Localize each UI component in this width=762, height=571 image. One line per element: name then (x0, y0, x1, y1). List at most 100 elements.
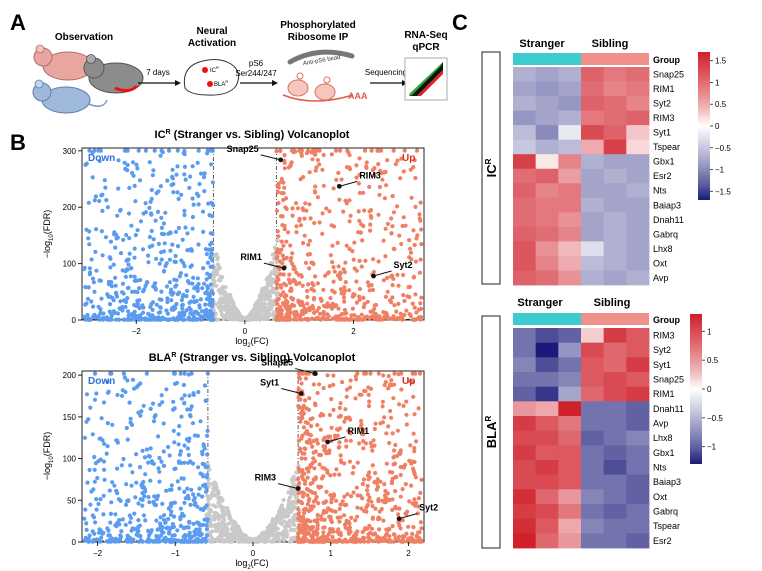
volcano-point (384, 311, 389, 316)
volcano-point (273, 519, 278, 525)
volcano-point (326, 270, 331, 275)
volcano-point (305, 294, 310, 300)
volcano-point (297, 530, 302, 536)
volcano-point (359, 264, 364, 269)
volcano-point (93, 461, 98, 466)
volcano-point (121, 237, 126, 242)
volcano-point (414, 316, 419, 322)
volcano-point (334, 177, 339, 182)
volcano-point (327, 209, 332, 214)
volcano-point (352, 292, 357, 297)
volcano-point (261, 295, 266, 300)
volcano-label-leader (263, 262, 285, 269)
heatmap-cell (513, 342, 537, 358)
volcano-point (337, 532, 342, 537)
volcano-point (340, 317, 345, 322)
volcano-point (184, 294, 189, 299)
volcano-point (92, 371, 98, 376)
volcano-point (217, 513, 222, 519)
volcano-label-leader (398, 513, 418, 520)
volcano-point (92, 397, 98, 402)
volcano-point (351, 535, 357, 540)
volcano-point (190, 214, 195, 220)
volcano-point (97, 158, 102, 164)
volcano-point (213, 302, 219, 307)
heatmap-cell (535, 474, 559, 490)
volcano-point (417, 212, 422, 217)
volcano-point (357, 294, 362, 299)
volcano-point (391, 455, 396, 460)
volcano-point (159, 297, 164, 302)
volcano-point (205, 260, 211, 265)
volcano-point (238, 528, 243, 533)
volcano-point (353, 538, 358, 544)
volcano-point (196, 242, 201, 247)
volcano-point (169, 317, 174, 322)
volcano-point (321, 474, 326, 479)
volcano-point (274, 279, 279, 285)
volcano-point (414, 236, 419, 241)
heatmap-cell (513, 533, 537, 549)
volcano-point (197, 181, 202, 187)
volcano-point (354, 279, 359, 284)
volcano-point (92, 148, 97, 153)
volcano-point (369, 526, 375, 531)
volcano-point (354, 485, 359, 490)
volcano-point (289, 148, 295, 153)
volcano-point (390, 224, 395, 229)
volcano-point (197, 486, 202, 491)
heatmap-cell (535, 96, 559, 111)
volcano-point (361, 508, 367, 514)
volcano-point (338, 271, 343, 276)
volcano-point (381, 278, 386, 283)
gene-label: Snap25 (653, 70, 684, 80)
volcano-point (188, 502, 193, 507)
volcano-point (418, 200, 423, 205)
volcano-point (411, 468, 416, 473)
volcano-point (323, 273, 328, 278)
volcano-point (283, 510, 288, 515)
volcano-point (274, 286, 279, 291)
heatmap-cell (558, 372, 582, 388)
volcano-point (396, 520, 401, 525)
volcano-point (326, 506, 331, 511)
volcano-point (238, 531, 243, 537)
volcano-point (399, 241, 404, 247)
volcano-point (109, 314, 114, 319)
volcano-point (114, 290, 119, 295)
volcano-point (205, 371, 210, 376)
legend-tick-label: 0 (707, 385, 712, 394)
volcano-point (185, 486, 190, 491)
volcano-point (413, 175, 418, 181)
volcano-point (329, 303, 334, 308)
volcano-point (320, 167, 325, 172)
volcano-point (191, 492, 196, 497)
volcano-point (302, 216, 307, 221)
volcano-point (366, 283, 371, 288)
volcano-point (361, 371, 367, 376)
volcano-point (310, 444, 315, 449)
heatmap-cell (513, 154, 537, 170)
heatmap-cell (535, 168, 559, 184)
volcano-point (221, 510, 226, 515)
volcano-point (177, 460, 182, 465)
volcano-point (105, 379, 110, 384)
volcano-point (92, 467, 97, 472)
volcano-point (321, 183, 326, 188)
volcano-point (382, 415, 387, 420)
heatmap-cell (558, 96, 582, 111)
volcano-point (141, 513, 146, 518)
volcano-point (331, 492, 336, 497)
volcano-point (204, 527, 210, 532)
volcano-point (344, 387, 350, 392)
volcano-point (347, 288, 352, 293)
volcano-point (307, 170, 312, 175)
volcano-point (226, 301, 231, 306)
heatmap-cell (603, 168, 627, 184)
volcano-point (125, 378, 130, 383)
volcano-point (349, 317, 354, 322)
volcano-point (125, 162, 130, 168)
volcano-point (178, 371, 183, 376)
volcano-point (137, 306, 142, 311)
volcano-point (384, 431, 389, 436)
